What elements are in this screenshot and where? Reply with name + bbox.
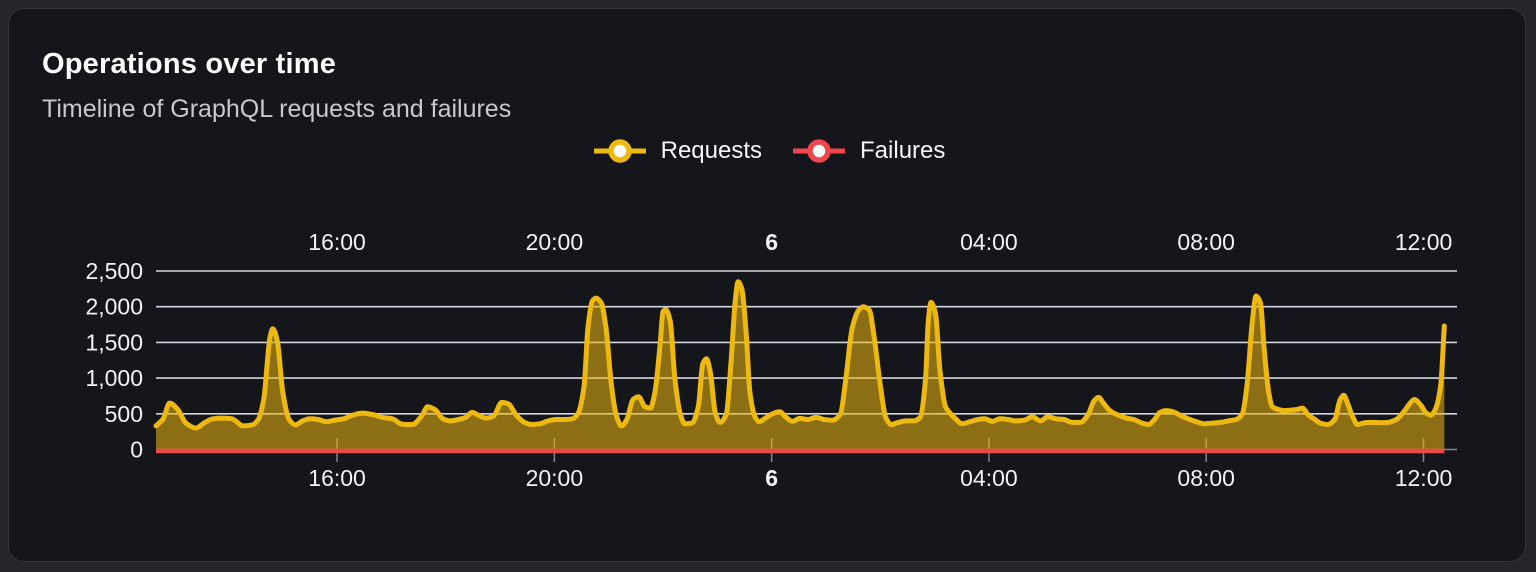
legend-item-failures[interactable]: Failures: [790, 137, 945, 165]
failures-marker-icon: [793, 139, 846, 163]
x-axis-label-top: 6: [765, 229, 778, 255]
legend-label-requests: Requests: [660, 137, 763, 164]
requests-area: [156, 281, 1445, 450]
y-axis-label: 1,000: [85, 365, 143, 391]
chart-legend: Requests Failures: [0, 137, 1536, 165]
y-axis-label: 0: [130, 437, 143, 463]
x-axis-label-bottom: 20:00: [526, 465, 584, 491]
x-axis-label-top: 04:00: [960, 229, 1018, 255]
x-axis-label-bottom: 04:00: [960, 465, 1018, 491]
legend-item-requests[interactable]: Requests: [591, 137, 762, 165]
operations-panel: [8, 8, 1526, 562]
y-axis-label: 1,500: [85, 329, 143, 355]
y-axis-label: 500: [105, 401, 143, 427]
requests-marker-icon: [593, 139, 646, 163]
y-axis-label: 2,500: [85, 258, 143, 284]
y-axis-label: 2,000: [85, 294, 143, 320]
x-axis-label-top: 08:00: [1177, 229, 1235, 255]
chart-subtitle: Timeline of GraphQL requests and failure…: [42, 95, 512, 123]
requests-line: [153, 279, 1447, 431]
x-axis-label-top: 20:00: [526, 229, 584, 255]
chart-title: Operations over time: [42, 48, 337, 80]
x-axis-label-bottom: 08:00: [1177, 465, 1235, 491]
x-axis-label-top: 12:00: [1395, 229, 1453, 255]
legend-label-failures: Failures: [860, 137, 946, 164]
x-axis-label-bottom: 6: [765, 465, 778, 491]
x-axis-label-top: 16:00: [308, 229, 366, 255]
x-axis-label-bottom: 12:00: [1395, 465, 1453, 491]
x-axis-label-bottom: 16:00: [308, 465, 366, 491]
